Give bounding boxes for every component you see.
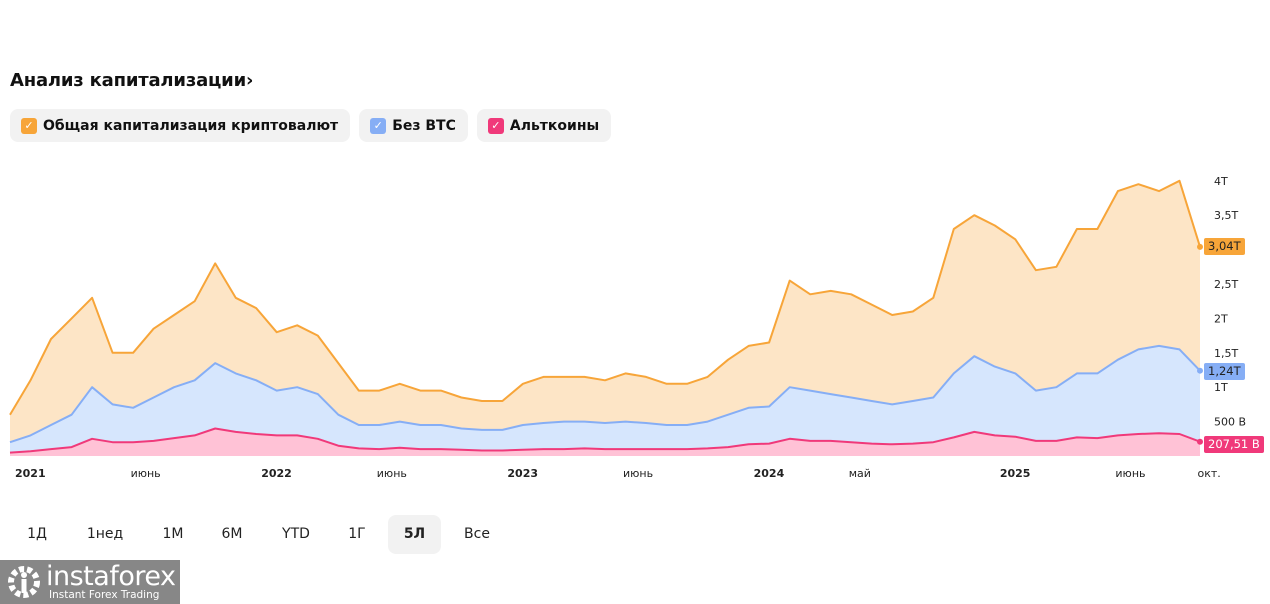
area-ex-btc (10, 345, 1200, 456)
legend: ✓ Общая капитализация криптовалют ✓ Без … (10, 109, 612, 142)
x-tick-label: 2022 (261, 467, 292, 480)
logo-tagline: Instant Forex Trading (49, 589, 160, 601)
gear-icon (8, 566, 40, 598)
last-value-ex-btc: 1,24T (1204, 363, 1245, 380)
last-point-total (1197, 243, 1203, 250)
last-value-altcoins: 207,51 B (1204, 436, 1264, 453)
x-tick-label: июнь (131, 467, 161, 480)
y-tick-label: 4T (1214, 175, 1228, 188)
line-total (9, 179, 1201, 416)
checkbox-icon[interactable]: ✓ (21, 117, 37, 134)
legend-label: Без BTC (392, 117, 456, 134)
x-tick-label: 2025 (1000, 467, 1031, 480)
checkbox-icon[interactable]: ✓ (370, 117, 387, 134)
range-1y[interactable]: 1Г (348, 526, 366, 542)
title-text: Анализ капитализации (10, 70, 246, 91)
last-value-total: 3,04T (1204, 238, 1245, 255)
legend-toggle-ex-btc[interactable]: ✓ Без BTC (359, 109, 468, 142)
area-total (10, 180, 1200, 457)
line-ex-btc (9, 344, 1201, 444)
x-tick-label: 2023 (507, 467, 538, 480)
x-tick-label: май (849, 467, 871, 480)
last-point-ex-btc (1197, 367, 1203, 374)
range-1m[interactable]: 1M (162, 526, 184, 542)
area-altcoins (10, 428, 1200, 456)
y-tick-label: 500 B (1214, 416, 1246, 429)
range-6m[interactable]: 6M (221, 526, 243, 542)
logo-name: instaforex (46, 561, 176, 592)
chevron-right-icon: › (246, 70, 254, 91)
range-1w[interactable]: 1нед (86, 526, 124, 542)
x-tick-label: июнь (623, 467, 653, 480)
checkbox-icon[interactable]: ✓ (487, 117, 504, 134)
legend-label: Альткоины (509, 117, 600, 134)
line-altcoins (9, 427, 1201, 454)
x-tick-label: окт. (1197, 467, 1220, 480)
x-tick-label: июнь (377, 467, 407, 480)
range-1d[interactable]: 1Д (27, 526, 47, 542)
range-all[interactable]: Все (464, 526, 490, 542)
y-tick-label: 2T (1214, 312, 1228, 325)
y-tick-label: 2,5T (1214, 278, 1238, 291)
last-point-altcoins (1197, 438, 1203, 445)
y-tick-label: 1T (1214, 381, 1228, 394)
x-tick-label: июнь (1115, 467, 1145, 480)
instaforex-logo: instaforex Instant Forex Trading (0, 560, 180, 604)
legend-toggle-total[interactable]: ✓ Общая капитализация криптовалют (10, 109, 351, 142)
legend-label: Общая капитализация криптовалют (43, 117, 339, 134)
range-5y[interactable]: 5Л (388, 515, 441, 554)
x-tick-label: 2024 (754, 467, 785, 480)
x-tick-label: 2021 (15, 467, 46, 480)
y-tick-label: 1,5T (1214, 347, 1238, 360)
page-title[interactable]: Анализ капитализации› (10, 70, 253, 91)
y-tick-label: 3,5T (1214, 209, 1238, 222)
market-cap-chart[interactable]: 500 B 1T 1,5T 2T 2,5T 3,5T 4T 2021 июнь 2022 июнь 2… (0, 150, 1270, 490)
range-ytd[interactable]: YTD (282, 526, 310, 542)
legend-toggle-altcoins[interactable]: ✓ Альткоины (476, 109, 612, 142)
